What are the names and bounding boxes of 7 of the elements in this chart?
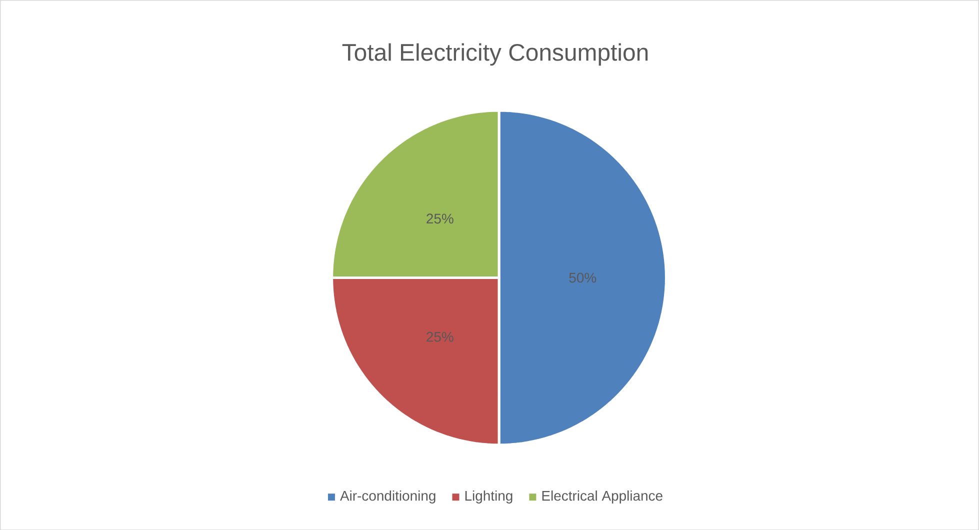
data-label: 50%: [569, 272, 596, 282]
data-label: 25%: [426, 213, 454, 224]
legend-label: Air-conditioning: [340, 490, 436, 504]
legend-label: Lighting: [465, 490, 512, 504]
chart-title: Total Electricity Consumption: [342, 43, 648, 66]
legend-label: Electrical Appliance: [542, 490, 662, 504]
data-label: 25%: [426, 332, 454, 342]
